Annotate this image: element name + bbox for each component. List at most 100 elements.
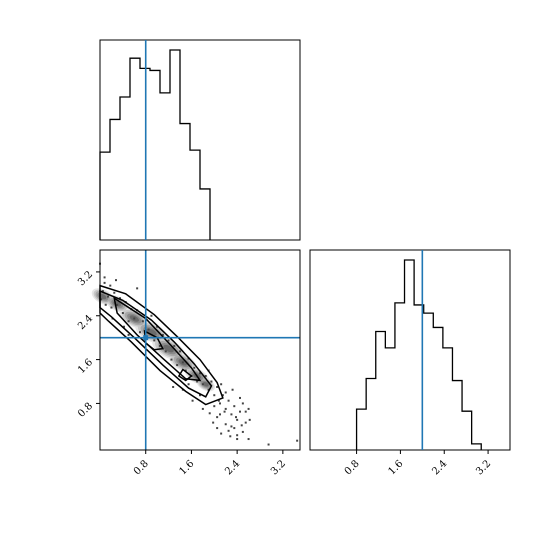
scatter-point bbox=[136, 287, 139, 290]
x-tick-label: 3.2 bbox=[269, 458, 288, 477]
scatter-point bbox=[220, 432, 223, 435]
scatter-point bbox=[296, 439, 299, 442]
scatter-point bbox=[220, 383, 223, 386]
histogram-y-panel: 0.8 1.6 2.4 3.2 bbox=[309, 249, 511, 477]
scatter-point bbox=[223, 410, 226, 413]
histogram-bin bbox=[376, 332, 386, 450]
scatter-point bbox=[204, 375, 207, 378]
histogram-bin bbox=[424, 313, 434, 450]
scatter-point bbox=[119, 297, 121, 300]
scatter-point bbox=[221, 394, 224, 397]
histogram-bin bbox=[180, 124, 190, 240]
scatter-point bbox=[233, 405, 236, 408]
scatter-point bbox=[159, 344, 161, 347]
histogram-y-x-ticks: 0.8 1.6 2.4 3.2 bbox=[343, 450, 493, 477]
y-tick-label: 3.2 bbox=[76, 269, 95, 288]
scatter-point bbox=[199, 394, 201, 397]
scatter-point bbox=[101, 290, 104, 293]
scatter-point bbox=[239, 410, 241, 413]
histogram-step-outline bbox=[355, 259, 482, 450]
scatter-point bbox=[227, 429, 230, 432]
scatter-point bbox=[104, 303, 107, 306]
scatter-point bbox=[199, 372, 201, 375]
scatter-point bbox=[230, 413, 233, 416]
histogram-bin bbox=[405, 260, 415, 450]
y-tick-label: 2.4 bbox=[76, 313, 95, 332]
scatter-point bbox=[121, 312, 124, 315]
scatter-point bbox=[115, 279, 117, 282]
scatter-point bbox=[224, 423, 227, 426]
scatter-point bbox=[109, 284, 112, 287]
histogram-x-frame bbox=[99, 39, 301, 241]
scatter-point bbox=[123, 325, 125, 328]
histogram-bin bbox=[190, 150, 200, 240]
scatter-point bbox=[233, 427, 236, 430]
density-panel: 0.8 1.6 2.4 3.2 0.8 1.6 2.4 3.2 bbox=[76, 249, 301, 477]
scatter-point bbox=[103, 281, 106, 284]
scatter-point bbox=[240, 424, 243, 427]
contour-line bbox=[99, 289, 213, 398]
histogram-bin bbox=[100, 152, 110, 240]
scatter-point bbox=[193, 366, 196, 369]
x-tick-label: 0.8 bbox=[343, 458, 362, 477]
scatter-point bbox=[241, 402, 244, 405]
histogram-bin bbox=[120, 97, 130, 240]
contour-line bbox=[113, 296, 202, 382]
scatter-point bbox=[103, 276, 106, 279]
scatter-point bbox=[236, 434, 239, 437]
x-tick-label: 1.6 bbox=[178, 458, 197, 477]
scatter-point bbox=[170, 358, 173, 361]
density-x-ticks: 0.8 1.6 2.4 3.2 bbox=[132, 450, 288, 477]
scatter-points bbox=[99, 262, 299, 446]
x-tick-label: 0.8 bbox=[132, 458, 151, 477]
histogram-bin bbox=[357, 409, 367, 450]
scatter-point bbox=[116, 303, 119, 306]
scatter-point bbox=[179, 350, 181, 353]
scatter-point bbox=[244, 410, 247, 413]
histogram-y-bars bbox=[355, 259, 482, 450]
scatter-point bbox=[127, 333, 130, 336]
histogram-y-frame bbox=[309, 249, 511, 451]
scatter-point bbox=[216, 416, 219, 419]
x-tick-label: 2.4 bbox=[430, 458, 449, 477]
scatter-point bbox=[241, 430, 244, 433]
scatter-point bbox=[212, 421, 215, 424]
histogram-bin bbox=[366, 378, 376, 450]
scatter-point bbox=[248, 418, 251, 421]
scatter-point bbox=[208, 412, 211, 415]
histogram-bin bbox=[462, 411, 472, 450]
contour-line bbox=[99, 284, 224, 406]
contour-lines bbox=[99, 284, 224, 406]
scatter-point bbox=[184, 369, 187, 372]
contour-line bbox=[177, 368, 193, 382]
scatter-point bbox=[153, 339, 156, 342]
scatter-point bbox=[235, 416, 237, 419]
density-frame bbox=[99, 249, 301, 451]
scatter-point bbox=[239, 396, 241, 399]
scatter-point bbox=[224, 391, 227, 394]
histogram-bin bbox=[150, 70, 160, 240]
scatter-point bbox=[164, 350, 167, 353]
scatter-point bbox=[187, 383, 190, 386]
y-tick-label: 0.8 bbox=[76, 401, 95, 420]
scatter-point bbox=[133, 317, 136, 320]
scatter-point bbox=[230, 425, 233, 428]
y-tick-label: 1.6 bbox=[76, 357, 95, 376]
scatter-point bbox=[217, 399, 220, 402]
scatter-point bbox=[181, 361, 184, 364]
x-tick-label: 1.6 bbox=[387, 458, 406, 477]
scatter-point bbox=[247, 407, 250, 410]
scatter-point bbox=[167, 339, 170, 342]
scatter-point bbox=[141, 320, 144, 323]
scatter-point bbox=[213, 405, 216, 408]
scatter-point bbox=[107, 295, 109, 298]
scatter-point bbox=[229, 435, 232, 438]
scatter-point bbox=[100, 298, 103, 301]
density-truth-marker bbox=[143, 335, 149, 341]
density-blob bbox=[99, 293, 107, 300]
density-blob bbox=[163, 344, 174, 353]
scatter-point bbox=[224, 407, 227, 410]
scatter-point bbox=[219, 413, 221, 416]
scatter-point bbox=[201, 407, 204, 410]
scatter-point bbox=[110, 306, 113, 309]
